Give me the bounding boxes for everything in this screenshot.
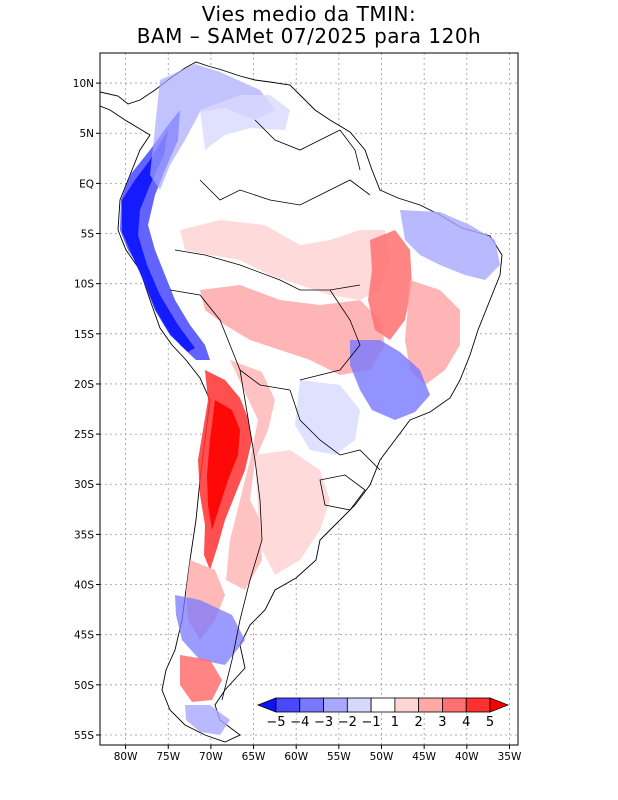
colorbar-label: −3 (314, 715, 333, 730)
lon-tick-label: 35W (498, 751, 522, 763)
lat-tick-label: 45S (74, 630, 94, 642)
positive-bias-andes-strong (207, 400, 240, 530)
colorbar-swatch (442, 697, 467, 713)
negative-bias-caribbean (200, 95, 290, 150)
lon-tick-label: 50W (370, 751, 394, 763)
colorbar-swatch (346, 697, 372, 713)
lon-tick-label: 65W (242, 751, 266, 763)
colorbar-swatch (465, 697, 491, 713)
negative-bias-coast-strong (122, 130, 195, 352)
negative-bias-east-brazil (400, 210, 500, 280)
lat-tick-label: 10N (73, 78, 94, 90)
colorbar-label: −1 (362, 715, 381, 730)
lon-tick-label: 55W (327, 751, 351, 763)
lon-tick-label: 60W (284, 751, 308, 763)
colorbar-label: 3 (438, 715, 446, 730)
negative-bias-patagonia-south (175, 595, 245, 665)
map-frame (99, 52, 519, 746)
lat-tick-label: 15S (74, 329, 94, 341)
longitude-labels: 80W 75W 70W 65W 60W 55W 50W 45W 40W 35W (114, 745, 522, 763)
negative-bias-parana (295, 380, 360, 455)
negative-bias-tierra-fuego (185, 705, 230, 735)
map-title-line1: Vies medio da TMIN: (201, 2, 417, 26)
positive-bias-central-brazil (200, 285, 385, 375)
positive-bias-light-chile-argentina (226, 360, 275, 590)
lat-tick-label: 50S (74, 680, 94, 692)
colorbar-label: 5 (486, 715, 494, 730)
lat-tick-label: 25S (74, 429, 94, 441)
colorbar-label: 4 (462, 715, 470, 730)
lat-tick-label: 40S (74, 580, 94, 592)
lat-tick-label: 30S (74, 479, 94, 491)
lon-tick-label: 45W (412, 751, 436, 763)
lon-tick-label: 70W (199, 751, 223, 763)
lat-tick-label: EQ (79, 178, 94, 190)
lat-tick-label: 5N (79, 128, 94, 140)
colorbar-swatch (418, 697, 443, 713)
lat-tick-label: 55S (74, 730, 94, 742)
positive-bias-bahia (405, 280, 460, 385)
lat-tick-label: 35S (74, 529, 94, 541)
colorbar: −5 −4 −3 −2 −1 1 2 3 4 5 (256, 697, 510, 730)
negative-bias-southeast (350, 340, 430, 420)
latitude-labels: 10N 5N EQ 5S 10S 15S 20S 25S 30S 35S 40S 45S 50S 55S (73, 78, 100, 742)
colorbar-swatch (370, 697, 396, 713)
positive-bias-pampas (255, 450, 330, 575)
lat-tick-label: 20S (74, 379, 94, 391)
colorbar-arrow-high (489, 697, 510, 713)
colorbar-label: −2 (338, 715, 357, 730)
positive-bias-east-brazil (368, 230, 412, 340)
colorbar-swatch (394, 697, 420, 713)
colorbar-label: 1 (391, 715, 399, 730)
colorbar-swatch (299, 697, 324, 713)
lon-tick-label: 75W (156, 751, 180, 763)
colorbar-label: 2 (415, 715, 423, 730)
colorbar-label: −5 (266, 715, 285, 730)
lon-tick-label: 80W (114, 751, 138, 763)
lon-tick-label: 40W (455, 751, 479, 763)
colorbar-swatch (275, 697, 301, 713)
positive-bias-tierra-fuego (180, 655, 222, 702)
lat-tick-label: 5S (81, 229, 95, 241)
country-borders (169, 119, 381, 701)
colorbar-swatch (323, 697, 348, 713)
colorbar-label: −4 (290, 715, 309, 730)
positive-bias-amazon (180, 220, 390, 300)
lat-tick-label: 10S (74, 279, 94, 291)
map-title-line2: BAM – SAMet 07/2025 para 120h (136, 24, 482, 48)
